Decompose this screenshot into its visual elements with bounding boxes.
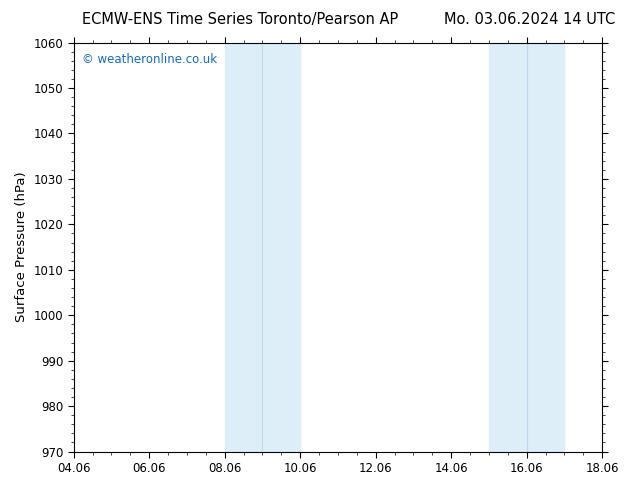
Text: © weatheronline.co.uk: © weatheronline.co.uk [82,53,217,66]
Bar [224,43,301,452]
Y-axis label: Surface Pressure (hPa): Surface Pressure (hPa) [15,172,28,322]
Text: Mo. 03.06.2024 14 UTC: Mo. 03.06.2024 14 UTC [444,12,615,27]
Text: ECMW-ENS Time Series Toronto/Pearson AP: ECMW-ENS Time Series Toronto/Pearson AP [82,12,399,27]
Bar [489,43,564,452]
